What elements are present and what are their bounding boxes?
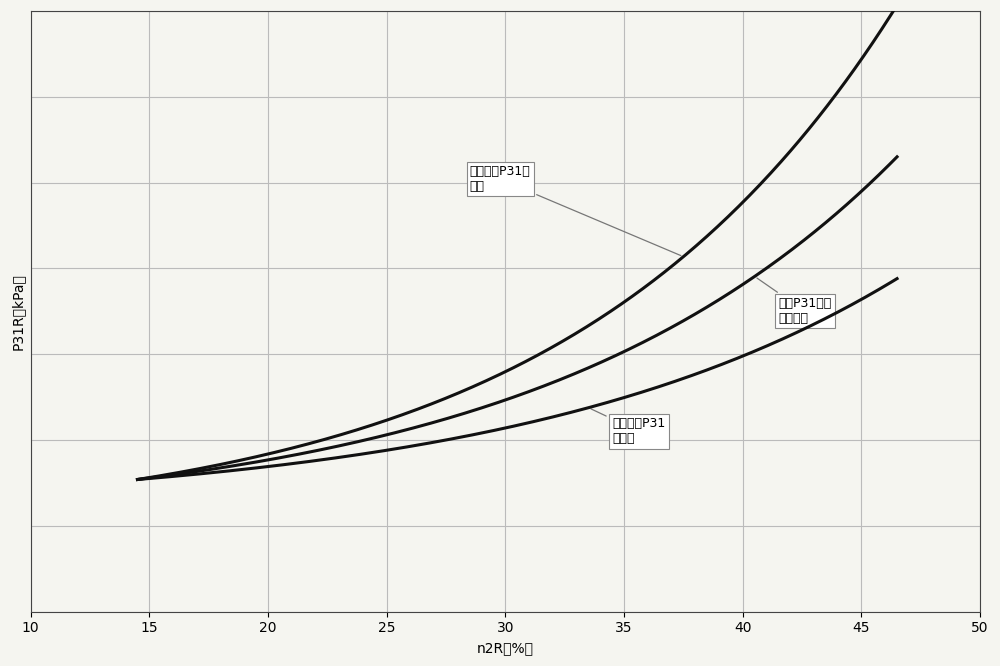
Text: 正常起动P31的
斜率: 正常起动P31的 斜率 [470,165,681,256]
Text: 失速起动P31
的斜率: 失速起动P31 的斜率 [591,409,665,446]
Text: 失速P31斜率
判断阈値: 失速P31斜率 判断阈値 [757,278,832,326]
X-axis label: n2R（%）: n2R（%） [477,641,534,655]
Y-axis label: P31R（kPa）: P31R（kPa） [11,273,25,350]
